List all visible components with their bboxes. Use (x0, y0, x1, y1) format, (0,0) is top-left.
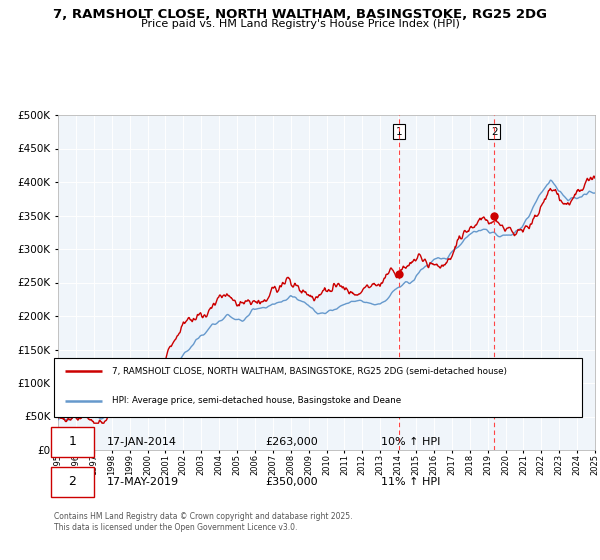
Text: 2: 2 (491, 127, 497, 137)
FancyBboxPatch shape (52, 467, 94, 497)
Text: £263,000: £263,000 (265, 437, 318, 447)
Text: 7, RAMSHOLT CLOSE, NORTH WALTHAM, BASINGSTOKE, RG25 2DG (semi-detached house): 7, RAMSHOLT CLOSE, NORTH WALTHAM, BASING… (112, 367, 507, 376)
FancyBboxPatch shape (52, 427, 94, 456)
Text: 1: 1 (68, 435, 76, 449)
FancyBboxPatch shape (54, 358, 582, 417)
Text: 17-JAN-2014: 17-JAN-2014 (107, 437, 177, 447)
Text: Price paid vs. HM Land Registry's House Price Index (HPI): Price paid vs. HM Land Registry's House … (140, 19, 460, 29)
Text: 2: 2 (68, 475, 76, 488)
Text: 17-MAY-2019: 17-MAY-2019 (107, 477, 179, 487)
Text: HPI: Average price, semi-detached house, Basingstoke and Deane: HPI: Average price, semi-detached house,… (112, 396, 401, 405)
Text: 11% ↑ HPI: 11% ↑ HPI (382, 477, 441, 487)
Text: £350,000: £350,000 (265, 477, 318, 487)
Text: 10% ↑ HPI: 10% ↑ HPI (382, 437, 441, 447)
Text: 7, RAMSHOLT CLOSE, NORTH WALTHAM, BASINGSTOKE, RG25 2DG: 7, RAMSHOLT CLOSE, NORTH WALTHAM, BASING… (53, 8, 547, 21)
Text: Contains HM Land Registry data © Crown copyright and database right 2025.
This d: Contains HM Land Registry data © Crown c… (54, 512, 353, 532)
Text: 1: 1 (395, 127, 402, 137)
